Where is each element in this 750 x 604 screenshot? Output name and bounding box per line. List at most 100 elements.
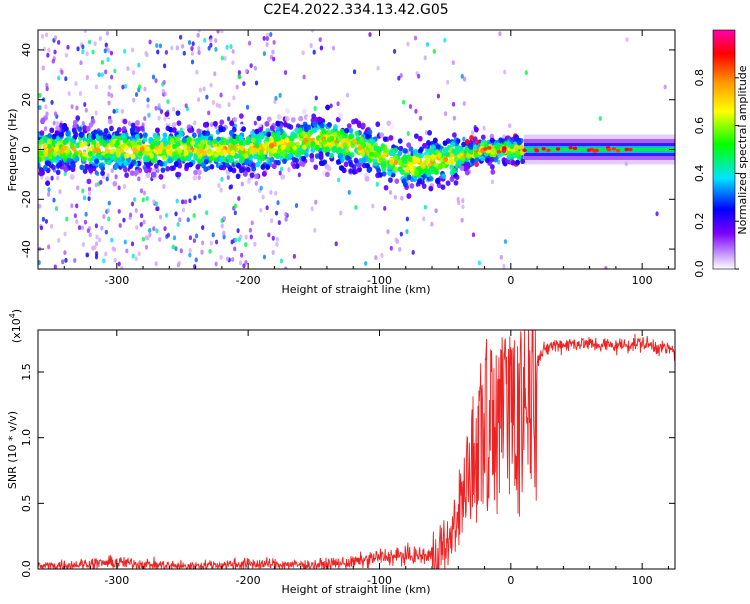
- spectrogram-speckle: [51, 58, 55, 64]
- spectrogram-trace-cell: [162, 132, 168, 138]
- spectrogram-speckle: [53, 35, 58, 40]
- spectrogram-trace-cell: [284, 115, 290, 122]
- spectrogram-trace-cell: [152, 132, 158, 139]
- spectrogram-speckle: [94, 84, 99, 90]
- spectrogram-speckle: [94, 241, 99, 247]
- spectrogram-speckle: [254, 181, 258, 186]
- spectrogram-trace-cell: [333, 124, 338, 130]
- colorbar-tick-label: 0.2: [693, 212, 706, 230]
- spectrogram-speckle: [78, 91, 83, 96]
- spectrogram-trace-cell: [254, 128, 260, 135]
- spectrogram-trace-cell: [310, 141, 316, 147]
- spectrogram-trace-cell: [299, 149, 305, 155]
- spectrogram-trace-cell: [228, 157, 234, 164]
- spectrogram-trace-cell: [381, 166, 387, 173]
- spectrogram-speckle: [598, 116, 602, 121]
- spectrogram-trace-cell: [451, 132, 457, 138]
- spectrogram-trace-cell: [203, 158, 209, 165]
- spectrogram-trace-cell: [169, 138, 175, 144]
- spectrogram-speckle: [237, 196, 241, 201]
- spectrogram-speckle: [190, 51, 194, 56]
- spectrogram-speckle: [220, 30, 224, 34]
- spectrogram-trace-cell: [112, 181, 118, 187]
- spectrogram-trace-cell: [388, 159, 394, 166]
- spectrogram-peak-cell: [522, 148, 527, 153]
- spectrogram-trace-cell: [235, 173, 241, 180]
- spectrogram-trace-cell: [422, 142, 427, 149]
- spectrogram-speckle: [271, 49, 275, 55]
- spectrogram-speckle: [171, 244, 175, 250]
- spectrogram-trace-cell: [87, 133, 93, 140]
- spectrogram-trace-cell: [386, 170, 392, 176]
- spectrogram-trace-cell: [47, 133, 53, 139]
- spectrogram-speckle: [408, 104, 413, 109]
- spectrogram-speckle: [85, 252, 90, 258]
- snr-axes: -300 -200 -100 0 100 0.0 0.5 1.0 1.5: [20, 330, 675, 587]
- spectrogram-ylabel: Frequency (Hz): [6, 109, 19, 192]
- spectrogram-speckle: [158, 214, 163, 220]
- spectrogram-trace-cell: [470, 158, 475, 164]
- spectrogram-speckle: [287, 167, 291, 172]
- spectrogram-speckle: [172, 235, 177, 241]
- spectrogram-trace-cell: [188, 161, 194, 168]
- spectrogram-speckle: [265, 42, 269, 47]
- spectrogram-speckle: [508, 123, 512, 129]
- spectrogram-trace-cell: [372, 152, 378, 158]
- spectrogram-speckle: [202, 86, 206, 92]
- spectrogram-speckle: [83, 102, 87, 107]
- spectrogram-speckle: [265, 36, 269, 42]
- spectrogram-speckle: [44, 104, 48, 110]
- spectrogram-speckle: [233, 246, 237, 252]
- spectrogram-speckle: [242, 263, 246, 269]
- spectrogram-speckle: [207, 110, 211, 116]
- spectrogram-trace-cell: [65, 147, 71, 154]
- spectrogram-speckle: [310, 30, 314, 33]
- spectrogram-speckle: [398, 246, 402, 252]
- spectrogram-speckle: [105, 30, 109, 36]
- spectrogram-trace-cell: [300, 161, 306, 167]
- spectrogram-trace-cell: [124, 172, 130, 179]
- spectrogram-trace-cell: [160, 167, 166, 173]
- spectrogram-trace-cell: [282, 158, 287, 164]
- spectrogram-speckle: [85, 51, 89, 57]
- spectrogram-trace-cell: [357, 145, 363, 151]
- spectrogram-speckle: [175, 45, 179, 51]
- spectrogram-speckle: [470, 130, 475, 136]
- spectrogram-speckle: [96, 171, 100, 177]
- spectrogram-trace-cell: [495, 145, 501, 151]
- spectrogram-trace-cell: [192, 175, 198, 181]
- spectrogram-trace-cell: [196, 149, 201, 156]
- spectrogram-speckle: [227, 116, 231, 122]
- spectrogram-speckle: [100, 59, 105, 65]
- spectrogram-speckle: [283, 70, 288, 75]
- spectrogram-speckle: [46, 52, 50, 58]
- spectrogram-speckle: [38, 105, 42, 111]
- spectrogram-speckle: [334, 241, 338, 247]
- spectrogram-speckle: [179, 248, 183, 254]
- spectrogram-trace-cell: [270, 148, 276, 154]
- spectrogram-trace-cell: [409, 183, 415, 189]
- spectrogram-speckle: [188, 198, 192, 204]
- spectrogram-speckle: [131, 70, 136, 75]
- spectrogram-trace-cell: [69, 141, 75, 148]
- spectrogram-speckle: [253, 65, 258, 71]
- spectrogram-trace-cell: [254, 134, 260, 140]
- spectrogram-trace-cell: [393, 147, 398, 154]
- spectrogram-speckle: [81, 49, 85, 55]
- spectrogram-speckle: [207, 45, 211, 51]
- spectrogram-speckle: [110, 93, 114, 99]
- spectrogram-trace-cell: [142, 132, 148, 138]
- spectrogram-speckle: [301, 50, 305, 56]
- spectrogram-trace-cell: [284, 108, 290, 114]
- spectrogram-speckle: [275, 242, 279, 247]
- spectrogram-speckle: [190, 59, 195, 65]
- spectrogram-trace-cell: [459, 165, 465, 171]
- spectrogram-trace-cell: [433, 168, 439, 175]
- spectrogram-speckle: [47, 244, 51, 250]
- spectrogram-speckle: [200, 249, 204, 255]
- spectrogram-speckle: [272, 56, 276, 62]
- spectrogram-speckle: [277, 220, 281, 225]
- spectrogram-speckle: [142, 190, 147, 196]
- spectrogram-trace-cell: [162, 136, 168, 143]
- spectrogram-speckle: [154, 78, 158, 84]
